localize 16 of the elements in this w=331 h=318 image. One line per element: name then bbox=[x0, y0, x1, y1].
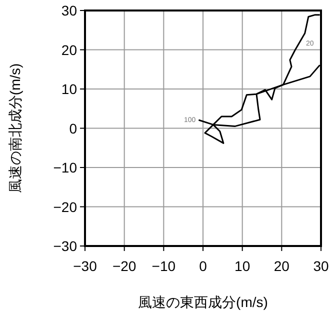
x-tick-label: 0 bbox=[199, 258, 208, 274]
y-axis-title: 風速の南北成分(m/s) bbox=[7, 63, 23, 194]
y-tick-label: 30 bbox=[61, 2, 78, 18]
y-tick-label: 20 bbox=[61, 42, 78, 58]
x-tick-label: −30 bbox=[73, 258, 98, 274]
x-tick-label: 10 bbox=[234, 258, 250, 274]
y-tick-label: −10 bbox=[53, 160, 78, 176]
x-axis-title: 風速の東西成分(m/s) bbox=[138, 294, 268, 310]
x-tick-label: −10 bbox=[152, 258, 176, 274]
x-tick-label: 30 bbox=[313, 258, 329, 274]
y-tick-label: 10 bbox=[61, 81, 78, 97]
y-tick-label: −20 bbox=[53, 198, 78, 215]
y-tick-label: 0 bbox=[69, 120, 78, 136]
x-tick-label: −20 bbox=[112, 258, 136, 274]
y-tick-label: −30 bbox=[53, 238, 78, 254]
x-tick-label: 20 bbox=[274, 258, 290, 274]
